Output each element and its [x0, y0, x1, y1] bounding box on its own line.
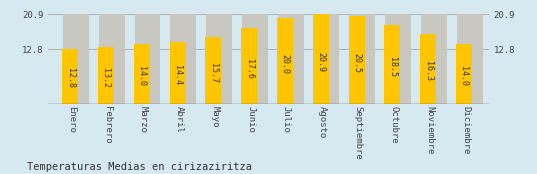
Bar [349, 16, 365, 104]
Bar [98, 48, 114, 104]
Bar [63, 14, 89, 104]
Bar [313, 14, 329, 104]
Bar [242, 14, 268, 104]
Text: 20.0: 20.0 [280, 54, 289, 74]
Bar [350, 14, 375, 104]
Bar [241, 28, 257, 104]
Text: 20.5: 20.5 [352, 53, 361, 73]
Text: 20.9: 20.9 [316, 52, 325, 72]
Text: 14.4: 14.4 [173, 65, 182, 85]
Bar [314, 14, 339, 104]
Bar [457, 14, 483, 104]
Bar [99, 14, 125, 104]
Text: 12.8: 12.8 [66, 68, 75, 88]
Bar [421, 14, 447, 104]
Bar [206, 14, 232, 104]
Text: 14.0: 14.0 [460, 66, 468, 86]
Bar [135, 14, 161, 104]
Text: 15.7: 15.7 [209, 62, 218, 82]
Bar [134, 44, 150, 104]
Text: 13.2: 13.2 [101, 68, 111, 88]
Text: Temperaturas Medias en cirizaziritza: Temperaturas Medias en cirizaziritza [27, 162, 252, 172]
Bar [420, 34, 436, 104]
Bar [384, 25, 401, 104]
Text: 14.0: 14.0 [137, 66, 146, 86]
Bar [205, 37, 221, 104]
Bar [170, 42, 186, 104]
Text: 16.3: 16.3 [424, 61, 433, 81]
Bar [62, 49, 78, 104]
Bar [277, 18, 293, 104]
Bar [456, 44, 472, 104]
Bar [170, 14, 196, 104]
Text: 18.5: 18.5 [388, 57, 397, 77]
Bar [278, 14, 303, 104]
Text: 17.6: 17.6 [245, 59, 253, 79]
Bar [385, 14, 411, 104]
